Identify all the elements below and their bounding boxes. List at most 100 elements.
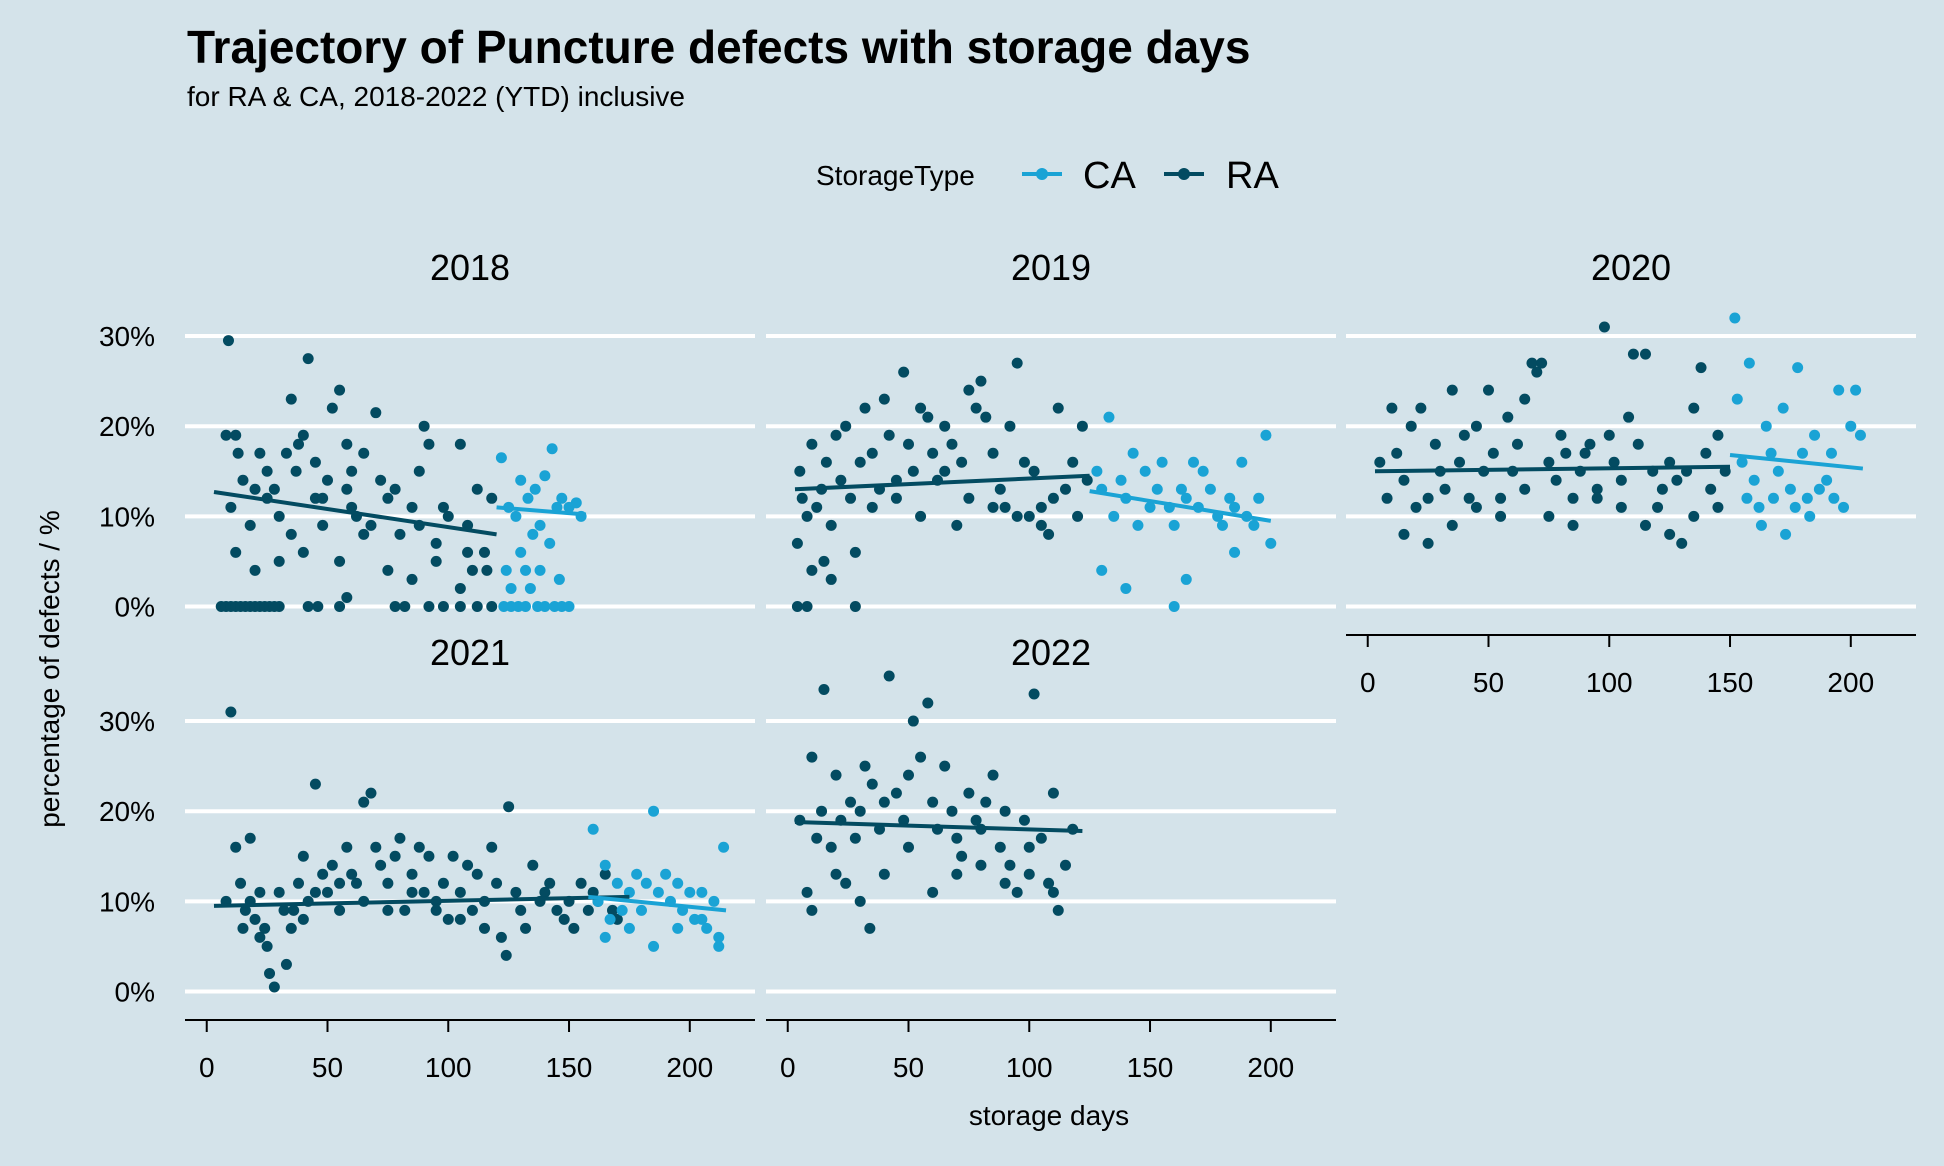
data-point-ca — [553, 573, 565, 585]
data-point-ra — [1591, 483, 1603, 495]
data-point-ra — [1047, 886, 1059, 898]
data-point-ra — [975, 375, 987, 387]
data-point-ra — [1454, 456, 1466, 468]
x-tick-label: 0 — [780, 1052, 796, 1083]
data-point-ca — [1854, 429, 1866, 441]
data-point-ra — [237, 474, 249, 486]
data-point-ca — [527, 528, 539, 540]
data-point-ra — [346, 868, 358, 880]
data-point-ra — [915, 402, 927, 414]
data-point-ra — [794, 465, 806, 477]
data-point-ca — [1229, 546, 1241, 558]
data-point-ra — [1059, 483, 1071, 495]
data-point-ra — [975, 859, 987, 871]
data-point-ra — [970, 814, 982, 826]
data-point-ra — [1511, 438, 1523, 450]
data-point-ra — [471, 600, 483, 612]
data-point-ra — [1429, 438, 1441, 450]
data-point-ra — [1011, 886, 1023, 898]
data-point-ra — [1398, 528, 1410, 540]
data-point-ra — [273, 555, 285, 567]
data-point-ca — [652, 886, 664, 898]
data-point-ra — [358, 447, 370, 459]
data-point-ca — [1828, 492, 1840, 504]
x-tick-label: 100 — [1006, 1052, 1053, 1083]
facet-2021: 2021 0% 10% 20% 30% 0 50 100 150 200 — [99, 632, 755, 1083]
data-point-ca — [1768, 492, 1779, 504]
data-point-ra — [317, 868, 329, 880]
data-point-ra — [290, 465, 302, 477]
y-tick-label: 0% — [115, 591, 155, 622]
data-point-ca — [718, 841, 730, 853]
data-point-ra — [389, 850, 401, 862]
legend: StorageType CA RA — [816, 155, 1279, 197]
y-tick-label: 20% — [99, 411, 155, 442]
data-point-ra — [442, 510, 454, 522]
data-point-ra — [1052, 904, 1064, 916]
data-point-ra — [1391, 447, 1403, 459]
data-point-ra — [898, 366, 910, 378]
data-point-ra — [806, 904, 818, 916]
data-point-ra — [1023, 841, 1035, 853]
data-point-ra — [462, 546, 474, 558]
data-point-ra — [346, 465, 358, 477]
data-point-ra — [375, 474, 387, 486]
trend-line-ca — [1089, 489, 1272, 523]
data-point-ca — [1801, 492, 1813, 504]
data-point-ra — [999, 805, 1011, 817]
data-point-ra — [389, 483, 401, 495]
data-point-ra — [1374, 456, 1386, 468]
data-point-ra — [264, 967, 276, 979]
data-point-ra — [249, 564, 261, 576]
data-point-ca — [1216, 519, 1228, 531]
data-point-ca — [623, 922, 635, 934]
data-point-ra — [1463, 492, 1475, 504]
data-point-ra — [268, 600, 280, 612]
y-tick-label: 10% — [99, 886, 155, 917]
data-point-ra — [491, 877, 503, 889]
facet-label: 2018 — [430, 247, 510, 288]
data-point-ra — [1627, 348, 1639, 360]
data-point-ra — [406, 501, 418, 513]
data-point-ra — [806, 564, 818, 576]
trend-line-ra — [794, 820, 1083, 834]
data-point-ra — [1004, 420, 1016, 432]
data-point-ra — [1422, 492, 1434, 504]
data-point-ra — [1676, 537, 1688, 549]
data-point-ca — [1180, 492, 1192, 504]
x-tick-label: 200 — [1247, 1052, 1294, 1083]
data-point-ra — [334, 877, 346, 889]
data-point-ra — [883, 429, 895, 441]
data-point-ca — [524, 582, 536, 594]
data-point-ra — [334, 555, 346, 567]
legend-label-ra: RA — [1226, 155, 1279, 197]
data-point-ra — [297, 850, 309, 862]
data-point-ca — [515, 474, 527, 486]
data-point-ra — [1018, 456, 1030, 468]
data-point-ra — [806, 438, 818, 450]
data-point-ra — [980, 796, 992, 808]
data-point-ca — [648, 940, 660, 952]
data-point-ra — [244, 519, 256, 531]
data-point-ra — [1550, 474, 1562, 486]
data-point-ra — [1519, 483, 1531, 495]
data-point-ra — [1615, 501, 1627, 513]
data-point-ca — [515, 546, 527, 558]
data-point-ra — [293, 438, 305, 450]
data-point-ra — [326, 859, 338, 871]
data-point-ra — [963, 492, 975, 504]
data-point-ca — [1780, 528, 1792, 540]
data-point-ra — [946, 438, 958, 450]
data-point-ca — [505, 582, 517, 594]
data-point-ca — [587, 823, 599, 835]
data-point-ca — [1825, 447, 1837, 459]
data-point-ra — [1608, 456, 1620, 468]
chart-title: Trajectory of Puncture defects with stor… — [187, 21, 1250, 73]
data-point-ra — [854, 456, 866, 468]
data-point-ra — [341, 591, 353, 603]
data-point-ra — [278, 904, 290, 916]
data-point-ca — [672, 877, 684, 889]
data-point-ra — [1035, 519, 1047, 531]
data-point-ra — [1043, 528, 1055, 540]
data-point-ra — [370, 841, 382, 853]
